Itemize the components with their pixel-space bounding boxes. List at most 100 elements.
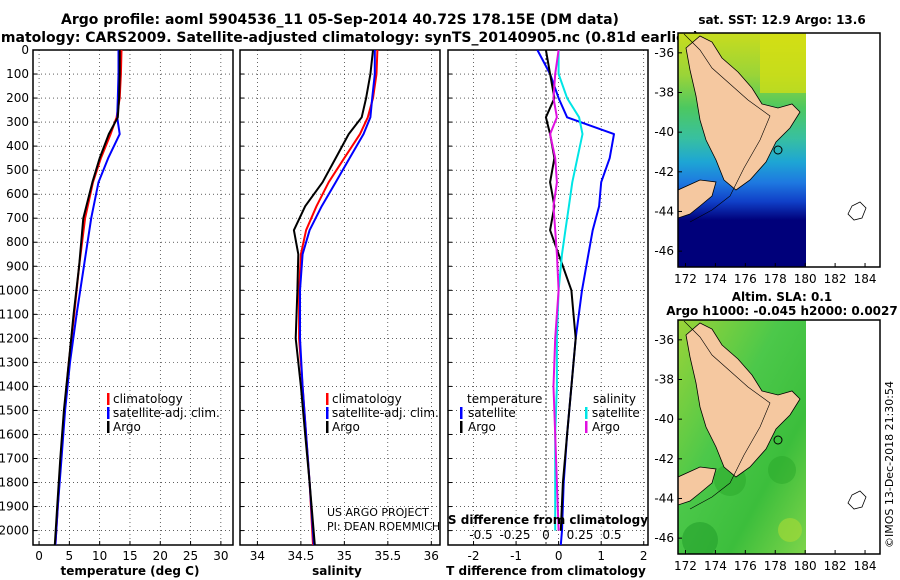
- depth-tick-label: 300: [6, 115, 29, 129]
- x-tick-label: 0: [555, 549, 563, 563]
- x-tick-label: 2: [640, 549, 648, 563]
- south-island-land: [678, 179, 717, 219]
- x-tick-label: 20: [153, 549, 168, 563]
- sst-nodata: [806, 33, 880, 267]
- x-tick-label: 35.5: [374, 549, 401, 563]
- difference-legend: temperature satellite Argo salinity sate…: [460, 392, 640, 434]
- legend-temperature-title: temperature: [467, 392, 542, 406]
- depth-tick-label: 900: [6, 259, 29, 273]
- south-island-land: [678, 466, 717, 506]
- figure-title-line2: Climatology: CARS2009. Satellite-adjuste…: [0, 30, 699, 46]
- x-tick-label: 15: [122, 549, 137, 563]
- x-tick-label: -2: [468, 549, 480, 563]
- temperature-axis-label: temperature (deg C): [61, 564, 200, 578]
- legend-s-satellite-swatch: [585, 407, 588, 419]
- project-annotation: US ARGO PROJECT: [327, 506, 429, 519]
- legend-satellite-label: satellite-adj. clim.: [332, 406, 439, 420]
- depth-tick-label: 1500: [0, 403, 29, 417]
- argo-float-marker: [773, 435, 783, 445]
- s-tick-label: -0.25: [499, 528, 530, 542]
- map-lon-label: 174: [704, 559, 727, 573]
- copyright-stamp: ©IMOS 13-Dec-2018 21:30:54: [883, 381, 896, 548]
- salinity-frame: [239, 49, 441, 546]
- sla-map-panel: Altim. SLA: 0.1 Argo h1000: -0.045 h2000…: [654, 290, 897, 573]
- legend-t-argo-label: Argo: [468, 420, 496, 434]
- map-lon-label: 182: [824, 559, 847, 573]
- temperature-legend: climatology satellite-adj. clim. Argo: [107, 392, 220, 434]
- depth-tick-label: 200: [6, 91, 29, 105]
- legend-climatology-swatch: [326, 393, 329, 405]
- map-lon-label: 184: [854, 272, 877, 286]
- depth-tick-label: 1300: [0, 355, 29, 369]
- x-tick-label: 35: [337, 549, 352, 563]
- sla-map-frame: [677, 319, 881, 555]
- map-lon-label: 172: [674, 272, 697, 286]
- pi-annotation: PI: DEAN ROEMMICH: [327, 520, 440, 533]
- depth-tick-label: 400: [6, 139, 29, 153]
- legend-satellite-swatch: [326, 407, 329, 419]
- temperature-panel: 0100200300400500600700800900100011001200…: [0, 43, 234, 578]
- map-lon-label: 176: [734, 559, 757, 573]
- sla-eddy: [778, 518, 802, 542]
- legend-s-argo-swatch: [585, 421, 588, 433]
- map-lon-label: 184: [854, 559, 877, 573]
- series-line-temperature-satellite: [536, 50, 615, 545]
- x-tick-label: 30: [213, 549, 228, 563]
- s-tick-label: 0.5: [602, 528, 621, 542]
- sst-map-title: sat. SST: 12.9 Argo: 13.6: [698, 13, 865, 27]
- map-lat-label: -46: [654, 244, 674, 258]
- legend-climatology-label: climatology: [113, 392, 183, 406]
- series-line-salinity-argo: [549, 50, 560, 531]
- sla-map-title-2: Argo h1000: -0.045 h2000: 0.0027: [666, 304, 897, 318]
- difference-panel: -2 -1 0 1 2 S difference from climatology -0…: [446, 49, 649, 578]
- sla-eddy: [682, 522, 718, 554]
- depth-tick-label: 600: [6, 187, 29, 201]
- salinity-tick-labels: 34 34.5 35 35.5 36: [250, 549, 439, 563]
- salinity-profiles: [292, 50, 379, 545]
- bathymetry-contour: [683, 33, 771, 223]
- legend-t-satellite-label: satellite: [468, 406, 516, 420]
- map-lat-label: -36: [654, 46, 674, 60]
- map-lat-label: -44: [654, 204, 674, 218]
- map-lon-label: 180: [794, 559, 817, 573]
- sst-map-ticks: 172 174 176 178 180 182 184 -36 -38 -40 -42 -44 -46: [654, 46, 876, 286]
- legend-t-argo-swatch: [460, 421, 463, 433]
- legend-argo-label: Argo: [113, 420, 141, 434]
- x-tick-label: 0: [35, 549, 43, 563]
- north-island-land: [685, 322, 801, 478]
- series-line-satellite-adj-clim-: [299, 50, 376, 545]
- depth-tick-label: 1900: [0, 500, 29, 514]
- x-tick-label: -1: [510, 549, 522, 563]
- depth-tick-label: 700: [6, 211, 29, 225]
- s-tick-label: 0: [542, 528, 550, 542]
- salinity-legend: climatology satellite-adj. clim. Argo: [326, 392, 439, 434]
- depth-tick-label: 1100: [0, 307, 29, 321]
- chatham-island: [847, 490, 867, 510]
- depth-tick-label: 800: [6, 235, 29, 249]
- sla-map-ticks: 172 174 176 178 180 182 184 -36 -38 -40 -42 -44 -46: [654, 333, 876, 573]
- map-lat-label: -46: [654, 531, 674, 545]
- figure-title-line1: Argo profile: aoml 5904536_11 05-Sep-201…: [61, 12, 619, 28]
- t-diff-axis-label: T difference from climatology: [446, 564, 646, 578]
- depth-tick-label: 0: [21, 43, 29, 57]
- series-line-climatology: [54, 50, 123, 545]
- x-tick-label: 36: [424, 549, 439, 563]
- salinity-grid: [240, 49, 440, 545]
- map-lat-label: -42: [654, 165, 674, 179]
- map-lat-label: -36: [654, 333, 674, 347]
- s-tick-label: -0.5: [469, 528, 492, 542]
- map-lat-label: -40: [654, 412, 674, 426]
- difference-grid: [448, 49, 648, 545]
- map-lon-label: 178: [764, 559, 787, 573]
- depth-tick-label: 100: [6, 67, 29, 81]
- legend-satellite-label: satellite-adj. clim.: [113, 406, 220, 420]
- difference-tick-labels: -2 -1 0 1 2: [468, 549, 648, 563]
- legend-argo-swatch: [107, 421, 110, 433]
- series-line-salinity-satellite: [554, 50, 584, 531]
- x-tick-label: 1: [597, 549, 605, 563]
- sla-eddy: [768, 456, 796, 484]
- temperature-frame: [32, 49, 234, 546]
- sst-map-area: [678, 33, 880, 267]
- x-tick-label: 34.5: [288, 549, 315, 563]
